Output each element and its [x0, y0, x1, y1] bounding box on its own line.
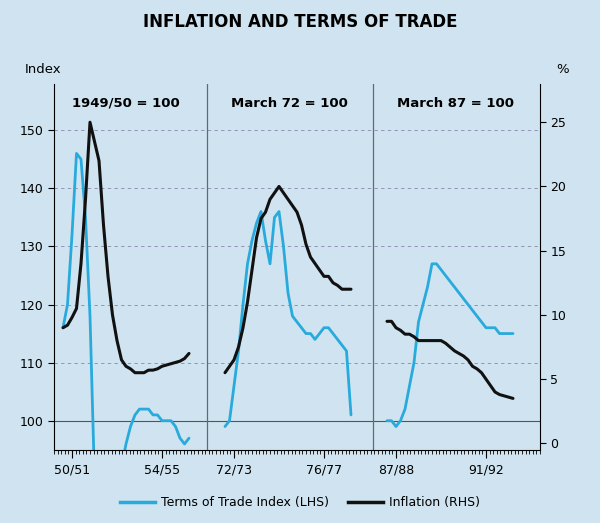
- Text: March 87 = 100: March 87 = 100: [397, 97, 514, 110]
- Text: %: %: [557, 63, 569, 76]
- Text: INFLATION AND TERMS OF TRADE: INFLATION AND TERMS OF TRADE: [143, 13, 457, 31]
- Legend: Terms of Trade Index (LHS), Inflation (RHS): Terms of Trade Index (LHS), Inflation (R…: [115, 491, 485, 514]
- Text: 1949/50 = 100: 1949/50 = 100: [72, 97, 180, 110]
- Text: Index: Index: [25, 63, 61, 76]
- Text: March 72 = 100: March 72 = 100: [232, 97, 348, 110]
